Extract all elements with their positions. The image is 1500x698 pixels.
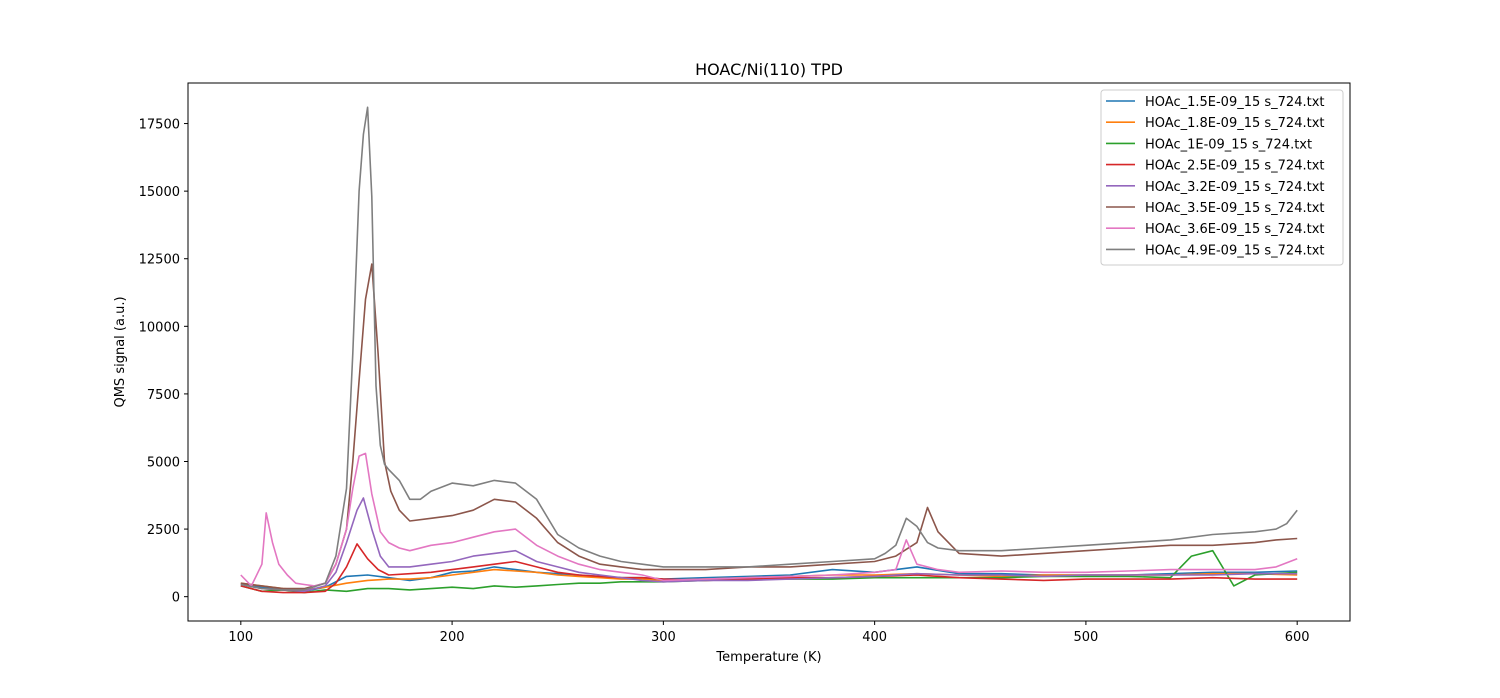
legend: HOAc_1.5E-09_15 s_724.txt HOAc_1.8E-09_15… — [1100, 89, 1344, 266]
legend-label: HOAc_3.6E-09_15 s_724.txt — [1145, 222, 1325, 237]
legend-label: HOAc_2.5E-09_15 s_724.txt — [1145, 159, 1325, 174]
y-tick-label: 10000 — [139, 320, 180, 335]
legend-label: HOAc_1.5E-09_15 s_724.txt — [1145, 95, 1325, 110]
series-line-4 — [240, 543, 1298, 594]
x-tick-label: 300 — [651, 630, 676, 645]
y-tick-label: 12500 — [139, 253, 180, 268]
legend-label: HOAc_3.2E-09_15 s_724.txt — [1145, 180, 1325, 195]
y-tick-label: 5000 — [147, 455, 180, 470]
x-tick-label: 500 — [1073, 630, 1098, 645]
series-line-8 — [240, 106, 1298, 591]
legend-label: HOAc_4.9E-09_15 s_724.txt — [1145, 243, 1325, 258]
y-axis-title: QMS signal (a.u.) — [113, 296, 128, 407]
y-tick-label: 17500 — [139, 118, 180, 133]
chart-title: HOAC/Ni(110) TPD — [695, 60, 843, 79]
y-tick-label: 15000 — [139, 185, 180, 200]
x-axis-title: Temperature (K) — [715, 650, 821, 665]
x-tick-label: 200 — [440, 630, 465, 645]
series-line-2 — [240, 568, 1298, 591]
y-tick-label: 0 — [172, 591, 180, 606]
series-layer — [240, 106, 1298, 594]
y-axis: 0 2500 5000 7500 10000 12500 15000 17500 — [139, 118, 188, 606]
y-tick-label: 2500 — [147, 523, 180, 538]
x-tick-label: 600 — [1285, 630, 1310, 645]
series-line-3 — [240, 549, 1298, 594]
x-axis: 100 200 300 400 500 600 — [228, 621, 1310, 645]
x-tick-label: 100 — [228, 630, 253, 645]
legend-box — [1100, 89, 1344, 266]
series-line-5 — [240, 497, 1298, 593]
legend-label: HOAc_3.5E-09_15 s_724.txt — [1145, 201, 1325, 216]
series-line-6 — [240, 263, 1298, 590]
x-tick-label: 400 — [862, 630, 887, 645]
plot-frame — [187, 82, 1351, 622]
series-line-7 — [240, 452, 1298, 587]
legend-label: HOAc_1E-09_15 s_724.txt — [1145, 137, 1312, 152]
legend-label: HOAc_1.8E-09_15 s_724.txt — [1145, 116, 1325, 131]
y-tick-label: 7500 — [147, 388, 180, 403]
